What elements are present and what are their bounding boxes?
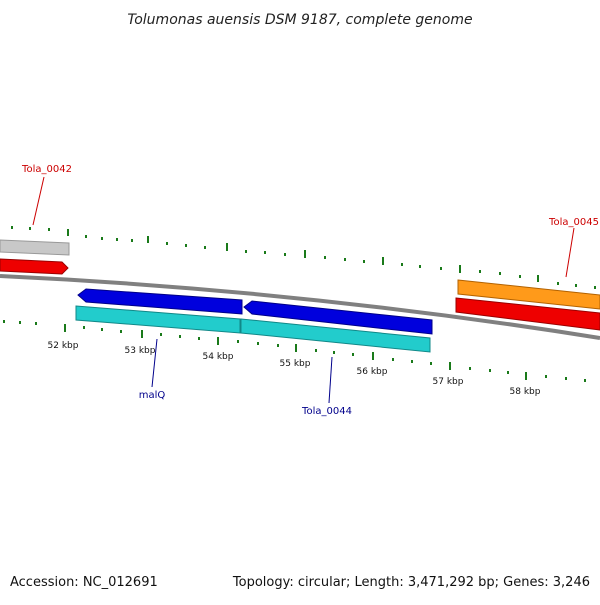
tick-label-58kbp: 58 kbp <box>510 387 541 397</box>
gene-malq-cyan[interactable] <box>75 305 241 334</box>
gene-tola-0042[interactable] <box>0 258 69 275</box>
outer-tick-ring <box>11 226 596 289</box>
leader-malq <box>151 338 158 388</box>
gene-tola-0044-forward[interactable] <box>243 300 433 335</box>
gene-label-tola-0045[interactable]: Tola_0045 <box>548 217 599 228</box>
tick-label-52kbp: 52 kbp <box>48 341 79 351</box>
gene-tola-0045[interactable] <box>455 297 600 331</box>
gene-label-tola-0044[interactable]: Tola_0044 <box>301 406 352 417</box>
leader-tola-0045 <box>565 227 575 278</box>
leader-tola-0044 <box>328 356 333 404</box>
gene-label-tola-0042[interactable]: Tola_0042 <box>21 164 72 175</box>
gene-label-malq[interactable]: malQ <box>139 390 166 401</box>
leader-tola-0042 <box>32 176 45 226</box>
gene-tola-0044-cyan[interactable] <box>240 318 431 353</box>
gene-gray-left[interactable] <box>0 239 70 256</box>
tick-label-57kbp: 57 kbp <box>433 377 464 387</box>
tick-label-54kbp: 54 kbp <box>203 352 234 362</box>
accession-text: Accession: NC_012691 <box>10 575 158 590</box>
map-title: Tolumonas auensis DSM 9187, complete gen… <box>127 12 472 28</box>
genome-backbone <box>0 274 600 340</box>
tick-label-53kbp: 53 kbp <box>125 346 156 356</box>
tick-label-56kbp: 56 kbp <box>357 367 388 377</box>
gene-malq-forward[interactable] <box>77 288 243 315</box>
gene-orange-right[interactable] <box>457 279 600 310</box>
genome-summary-text: Topology: circular; Length: 3,471,292 bp… <box>232 575 590 590</box>
inner-tick-ring <box>3 320 586 382</box>
tick-label-55kbp: 55 kbp <box>280 359 311 369</box>
